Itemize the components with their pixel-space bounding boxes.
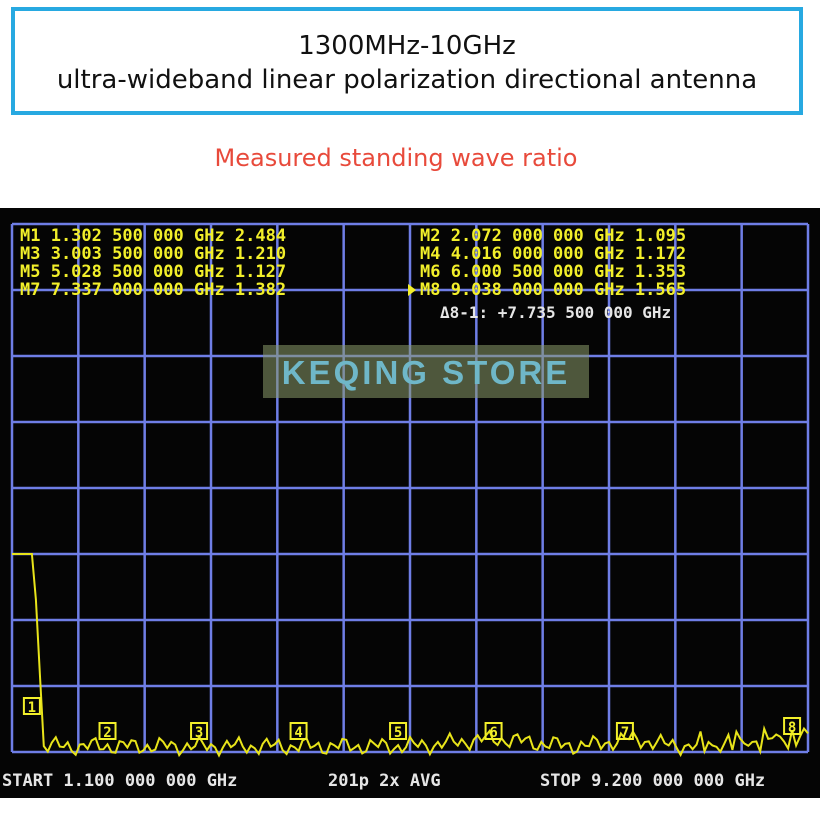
analyzer-screen: KEQING STORE M1 1.302 500 000 GHz 2.484 … [0, 208, 820, 798]
marker-label: 6 [489, 725, 497, 741]
marker-1: 1 [22, 697, 41, 716]
readout-m3: M3 3.003 500 000 GHz 1.210 [20, 244, 286, 264]
readout-m8: M8 9.038 000 000 GHz 1.565 [420, 280, 686, 300]
watermark-text: KEQING STORE [282, 354, 570, 391]
points-avg-label: 201p 2x AVG [328, 771, 441, 791]
readout-m5: M5 5.028 500 000 GHz 1.127 [20, 262, 286, 282]
readout-m6: M6 6.000 500 000 GHz 1.353 [420, 262, 686, 282]
title-frequency-range: 1300MHz-10GHz [298, 31, 516, 61]
marker-2: 2 [98, 722, 117, 741]
marker-3: 3 [190, 722, 209, 741]
marker-label: 3 [195, 725, 203, 741]
marker-4: 4 [289, 722, 308, 741]
readout-m1: M1 1.302 500 000 GHz 2.484 [20, 226, 286, 246]
readout-m2: M2 2.072 000 000 GHz 1.095 [420, 226, 686, 246]
marker-label: 5 [394, 725, 402, 741]
marker-7: 7 [615, 722, 634, 741]
marker-label: 1 [28, 700, 36, 716]
marker-5: 5 [389, 722, 408, 741]
marker-label: 8 [788, 720, 796, 736]
active-marker-arrow-icon [408, 284, 416, 296]
marker-label: 4 [294, 725, 302, 741]
readout-m4: M4 4.016 000 000 GHz 1.172 [420, 244, 686, 264]
stop-frequency-label: STOP 9.200 000 000 GHz [540, 771, 765, 791]
delta-readout: Δ8-1: +7.735 500 000 GHz [440, 303, 671, 322]
marker-6: 6 [484, 722, 503, 741]
title-box: 1300MHz-10GHz ultra-wideband linear pola… [11, 7, 803, 115]
watermark-box [263, 345, 589, 398]
swr-trace [12, 553, 809, 758]
readout-m7: M7 7.337 000 000 GHz 1.382 [20, 280, 286, 300]
marker-label: 2 [103, 725, 111, 741]
swr-plot: KEQING STORE M1 1.302 500 000 GHz 2.484 … [2, 222, 810, 791]
plot-grid [10, 222, 810, 754]
marker-label: 7 [621, 725, 629, 741]
start-frequency-label: START 1.100 000 000 GHz [2, 771, 237, 791]
marker-8: 8 [783, 717, 802, 736]
marker-flags: 1 2 3 4 5 6 7 8 [22, 697, 802, 741]
title-antenna-description: ultra-wideband linear polarization direc… [56, 65, 758, 95]
subtitle: Measured standing wave ratio [214, 144, 578, 172]
